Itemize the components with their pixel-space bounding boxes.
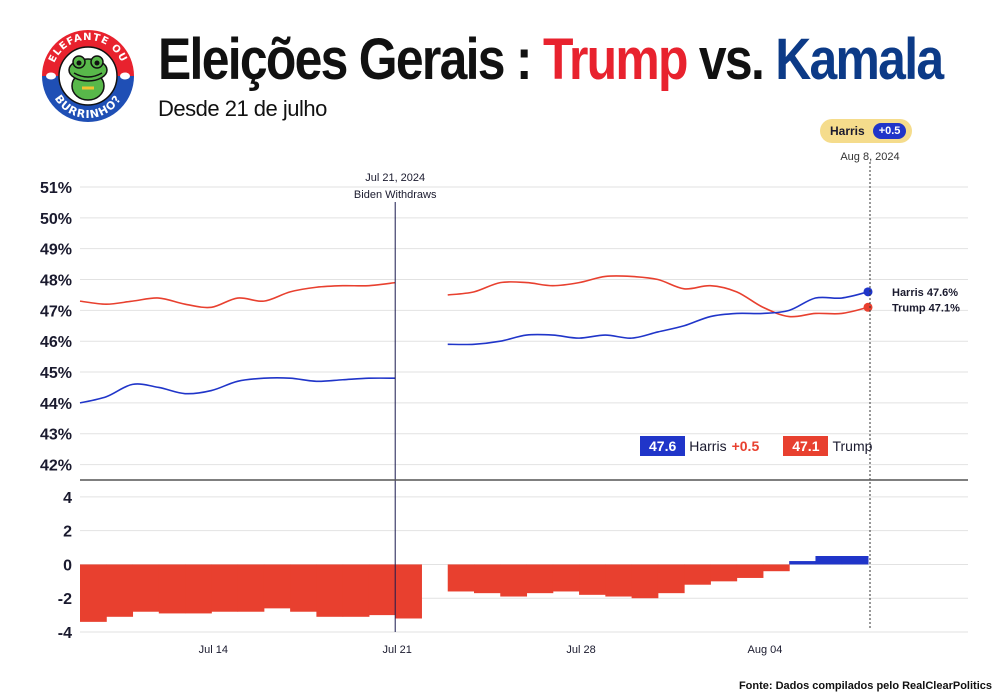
spread-bar [552,564,580,592]
legend: 47.6 Harris +0.5 47.1 Trump [640,436,872,456]
spread-bar [80,564,107,622]
spread-bar [579,564,606,595]
spread-bar [762,564,790,572]
legend-harris-value: 47.6 [640,436,686,456]
legend-harris-delta: +0.5 [731,438,760,454]
poll-lines: Trump 47.1% Harris 47.6% [79,275,960,404]
harris-line [447,291,869,346]
spread-tick-label: -2 [58,591,72,608]
spread-bar [841,556,869,565]
spread-bar [500,564,528,597]
y-tick-label: 47% [40,303,72,320]
spread-bar [368,564,396,616]
trump-end-dot [863,302,873,312]
y-tick-label: 46% [40,334,72,351]
x-tick-label: Aug 04 [747,644,782,656]
spread-bar [263,564,291,609]
spread-bar [736,564,764,578]
y-tick-label: 48% [40,273,72,290]
legend-harris-name: Harris [689,438,727,454]
leader-badge-delta: +0.5 [872,123,907,139]
spread-bar [290,564,317,612]
page-title: Eleições Gerais : Trump vs. Kamala [158,24,944,96]
trump-end-label: Trump 47.1% [892,302,960,314]
x-tick-label: Jul 21 [383,644,412,656]
y-tick-label: 43% [40,427,72,444]
y-tick-label: 42% [40,458,72,475]
spread-bar [132,564,160,612]
leader-badge: Harris +0.5 [820,119,913,143]
spread-bar [316,564,344,617]
spread-tick-label: 4 [63,490,72,507]
y-tick-label: 44% [40,396,72,413]
spread-bar [237,564,265,612]
harris-end-label: Harris 47.6% [892,287,958,299]
harris-line [79,377,396,404]
spread-bar [684,564,711,585]
legend-trump-name: Trump [832,438,873,454]
spread-bar [789,561,816,565]
spread-bar [395,564,422,619]
x-tick-label: Jul 14 [199,644,228,656]
y-tick-label: 49% [40,242,72,259]
spread-bar [631,564,659,599]
trump-line [79,281,396,309]
elephant-icon [46,72,56,80]
y-tick-label: 45% [40,365,72,382]
y-tick-label: 51% [40,180,72,197]
spread-bars [80,556,869,622]
x-tick-label: Jul 28 [566,644,595,656]
spread-bar [106,564,134,617]
event-name-label: Biden Withdraws [354,189,437,201]
spread-tick-label: -4 [58,625,72,642]
title-kamala: Kamala [775,27,944,92]
leader-badge-name: Harris [830,124,865,138]
grid [80,186,968,633]
annotations: Jul 21, 2024 Biden Withdraws [354,162,871,632]
source-note: Fonte: Dados compilados pelo RealClearPo… [738,680,992,692]
legend-trump-value: 47.1 [783,436,829,456]
spread-bar [158,564,186,614]
spread-bar [211,564,239,612]
spread-tick-label: 2 [63,524,72,541]
logo-badge: ELEFANTE OU BURRINHO? [39,27,137,125]
subtitle: Desde 21 de julho [158,96,327,121]
spread-bar [185,564,212,614]
donkey-icon [120,72,130,80]
spread-bar [342,564,370,617]
spread-bar [526,564,554,594]
frog-mascot-icon [68,55,108,101]
event-date-label: Jul 21, 2024 [365,172,425,184]
harris-end-dot [863,287,873,297]
axes: 42% 43% 44% 45% 46% 47% 48% 49% 50% 51% -4 -2 0 2 4 Jul… [40,180,968,656]
spread-bar [447,564,475,592]
spread-bar [605,564,633,597]
spread-bar [657,564,685,594]
leader-badge-date: Aug 8, 2024 [840,151,900,163]
spread-tick-label: 0 [63,557,72,574]
title-trump: Trump [542,27,689,92]
trump-line [447,275,869,318]
spread-bar [815,556,843,565]
y-tick-label: 50% [40,211,72,228]
spread-bar [710,564,738,582]
title-part1: Eleições Gerais : [158,27,543,92]
title-vs: vs. [686,27,776,92]
spread-bar [474,564,501,594]
